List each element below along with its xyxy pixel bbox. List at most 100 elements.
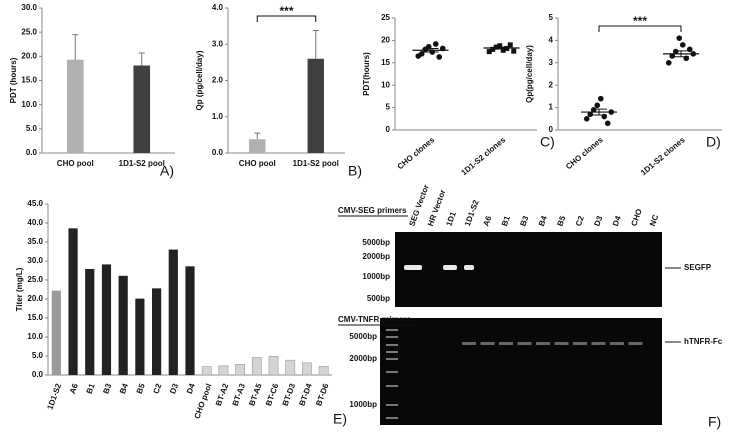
bar xyxy=(185,266,195,375)
ladder-band xyxy=(386,385,398,387)
point xyxy=(587,111,594,118)
y-tick-label: 30.0 xyxy=(27,256,43,265)
y-axis-label: Qp(pg/cell/day) xyxy=(525,45,534,103)
x-tick-label: 1D1-S2 pool xyxy=(293,159,339,168)
bar xyxy=(68,228,78,375)
sem-bar xyxy=(422,47,439,53)
y-tick-label: 45.0 xyxy=(27,199,43,208)
lane-label: CHO xyxy=(629,208,644,228)
x-tick-label: D3 xyxy=(168,382,180,395)
ladder-label: 2000bp xyxy=(349,354,377,363)
point xyxy=(436,54,443,60)
panel-label: A) xyxy=(160,163,174,179)
point xyxy=(665,60,672,66)
band-label: hTNFR-Fc xyxy=(684,337,723,346)
y-tick-label: 5 xyxy=(386,103,391,112)
x-tick-label: BT-D6 xyxy=(314,382,331,407)
y-axis-label: PDT(hours) xyxy=(362,52,371,96)
error-bar xyxy=(254,132,261,140)
bar xyxy=(168,249,178,375)
bar xyxy=(151,288,162,375)
point xyxy=(590,107,597,113)
gel-band xyxy=(628,342,643,345)
gel-band xyxy=(499,342,513,345)
ladder-band xyxy=(386,351,398,353)
y-tick-label: 0.0 xyxy=(26,148,38,157)
ladder-band xyxy=(386,336,398,338)
y-tick-label: 10.0 xyxy=(21,100,37,109)
y-tick-label: 30.0 xyxy=(21,3,37,12)
y-tick-label: 3 xyxy=(549,58,554,67)
x-tick-label: B3 xyxy=(101,382,113,395)
y-tick-label: 10.0 xyxy=(27,332,43,341)
lane-label: B1 xyxy=(500,214,512,227)
y-tick-label: 1 xyxy=(549,103,554,112)
y-tick-label: 2.0 xyxy=(212,76,224,85)
bar xyxy=(66,59,84,153)
x-tick-label: BT-A3 xyxy=(231,382,248,407)
y-tick-label: 0.0 xyxy=(212,148,224,157)
ladder-band xyxy=(386,358,398,360)
y-tick-label: 1.0 xyxy=(212,112,224,121)
gel-title: CMV-TNFR primers xyxy=(338,315,411,324)
bar xyxy=(85,268,95,375)
ladder-band xyxy=(386,404,398,406)
sem-bar xyxy=(591,108,607,116)
x-tick-label: 1D1-S2 xyxy=(45,382,63,411)
point xyxy=(669,53,676,59)
y-tick-label: 0 xyxy=(549,125,554,134)
significance-label: *** xyxy=(633,14,647,28)
y-tick-label: 40.0 xyxy=(27,218,43,227)
bar xyxy=(118,275,128,375)
x-tick-label: BT-A5 xyxy=(247,382,264,407)
gel-band xyxy=(517,342,532,345)
point xyxy=(676,35,683,41)
bar xyxy=(135,298,145,375)
lane-label: A6 xyxy=(481,214,493,227)
x-tick-label: CHO clones xyxy=(396,135,437,171)
gel-band xyxy=(554,342,569,345)
y-tick-label: 5 xyxy=(549,13,554,22)
point xyxy=(679,42,686,48)
lane-label: D4 xyxy=(611,214,623,227)
gel-title: CMV-SEG primers xyxy=(338,206,407,215)
lane-label: D3 xyxy=(592,214,604,227)
error-bar xyxy=(312,29,319,59)
ladder-band xyxy=(386,417,398,419)
lane-label: NC xyxy=(648,213,660,227)
bar xyxy=(318,365,329,376)
x-tick-label: B5 xyxy=(135,382,147,395)
y-tick-label: 5.0 xyxy=(26,124,38,133)
gel-band xyxy=(536,342,550,345)
gel-top xyxy=(395,232,662,307)
x-tick-label: B4 xyxy=(118,382,130,395)
x-tick-label: CHO pool xyxy=(239,159,276,168)
x-tick-label: BT-D4 xyxy=(297,382,314,407)
x-tick-label: D4 xyxy=(185,382,197,395)
gel-bottom xyxy=(380,318,662,425)
x-tick-label: A6 xyxy=(68,382,80,395)
gel-band xyxy=(443,265,457,270)
bar xyxy=(249,139,266,153)
significance-bracket xyxy=(256,15,317,22)
x-tick-label: BT-D3 xyxy=(281,382,298,407)
bar xyxy=(285,359,296,376)
error-bar xyxy=(72,34,79,60)
y-tick-label: 10 xyxy=(381,80,390,89)
gel-band xyxy=(462,342,476,345)
y-tick-label: 15.0 xyxy=(27,313,43,322)
bar xyxy=(51,290,61,375)
lane-label: 1D1 xyxy=(444,210,458,227)
y-tick-label: 20 xyxy=(381,36,390,45)
panel-label: F) xyxy=(708,414,721,430)
x-tick-label: BT-A2 xyxy=(214,382,231,407)
panel-label: E) xyxy=(333,411,347,427)
lane-label: HR Vector xyxy=(426,188,448,227)
gel-band xyxy=(573,342,587,345)
point xyxy=(500,47,506,53)
y-tick-label: 35.0 xyxy=(27,237,43,246)
bar xyxy=(218,365,229,376)
point xyxy=(672,48,679,55)
ladder-label: 1000bp xyxy=(362,272,390,281)
